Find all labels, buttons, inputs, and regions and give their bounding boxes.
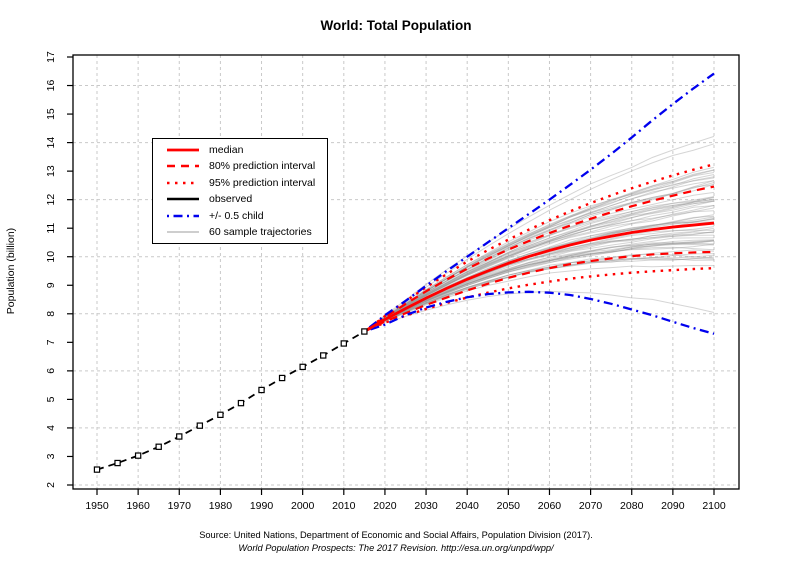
svg-text:11: 11 [45,223,57,234]
svg-text:13: 13 [45,165,57,177]
legend-item-half-child: +/- 0.5 child [153,208,327,223]
chart-title: World: Total Population [320,18,472,33]
svg-text:7: 7 [45,339,57,345]
svg-text:5: 5 [45,396,57,402]
svg-text:12: 12 [45,194,57,206]
svg-text:16: 16 [45,80,57,92]
svg-text:1970: 1970 [168,500,192,512]
legend-item-median: median [153,142,327,157]
svg-text:2060: 2060 [538,500,562,512]
legend-label: observed [209,193,253,206]
svg-text:2: 2 [45,482,57,488]
legend-label: 80% prediction interval [209,160,316,173]
legend-label: 60 sample trajectories [209,226,312,239]
legend-label: 95% prediction interval [209,176,316,189]
trajectories-line-sample [167,231,199,233]
legend-item-95pi: 95% prediction interval [153,175,327,190]
svg-text:2090: 2090 [661,500,685,512]
svg-text:4: 4 [45,425,57,431]
legend-item-trajectories: 60 sample trajectories [153,225,327,240]
svg-text:2030: 2030 [414,500,438,512]
svg-text:1990: 1990 [250,500,274,512]
svg-text:9: 9 [45,282,57,288]
legend-label: +/- 0.5 child [209,209,264,222]
legend-label: median [209,143,244,156]
svg-text:10: 10 [45,251,57,263]
svg-text:6: 6 [45,368,57,374]
pi80-line-sample [167,165,199,168]
svg-text:2000: 2000 [291,500,315,512]
legend-item-observed: observed [153,192,327,207]
source-caption-line2: World Population Prospects: The 2017 Rev… [238,542,554,553]
svg-text:3: 3 [45,453,57,459]
source-caption-line1: Source: United Nations, Department of Ec… [199,530,593,540]
half-child-line-sample [167,214,199,217]
svg-text:14: 14 [45,137,57,149]
svg-text:1980: 1980 [209,500,233,512]
observed-line-sample [167,197,199,201]
svg-text:15: 15 [45,108,57,120]
svg-text:8: 8 [45,311,57,317]
svg-text:17: 17 [45,51,57,63]
svg-text:2070: 2070 [579,500,603,512]
svg-text:2050: 2050 [497,500,521,512]
pi95-line-sample [167,181,199,185]
svg-text:2080: 2080 [620,500,644,512]
svg-text:1960: 1960 [126,500,150,512]
legend: median 80% prediction interval 95% predi… [152,138,328,244]
svg-text:2010: 2010 [332,500,356,512]
source-caption: Source: United Nations, Department of Ec… [0,529,792,554]
legend-item-80pi: 80% prediction interval [153,159,327,174]
svg-text:2040: 2040 [456,500,480,512]
svg-text:2100: 2100 [702,500,726,512]
median-line-sample [167,148,199,152]
y-axis-title: Population (billion) [5,227,17,315]
svg-text:2020: 2020 [373,500,397,512]
svg-text:1950: 1950 [85,500,109,512]
